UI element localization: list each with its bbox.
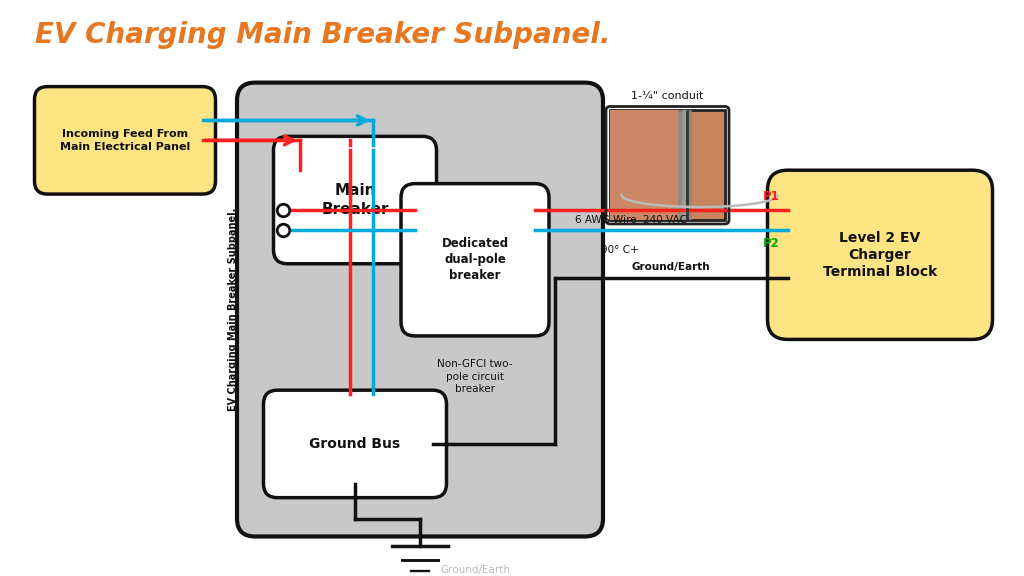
Text: P1: P1	[763, 190, 779, 203]
Text: Main
Breaker: Main Breaker	[322, 183, 389, 217]
Text: Ground/Earth: Ground/Earth	[440, 565, 510, 575]
Text: EV Charging Main Breaker Subpanel.: EV Charging Main Breaker Subpanel.	[35, 21, 610, 49]
Text: Non-GFCI two-
pole circuit
breaker: Non-GFCI two- pole circuit breaker	[437, 359, 513, 394]
Text: Dedicated
dual-pole
breaker: Dedicated dual-pole breaker	[441, 237, 509, 282]
FancyBboxPatch shape	[768, 170, 992, 339]
Text: 6 AWG Wire  240 VAC: 6 AWG Wire 240 VAC	[575, 215, 687, 225]
Text: Level 2 EV
Charger
Terminal Block: Level 2 EV Charger Terminal Block	[823, 230, 937, 279]
Text: P2: P2	[763, 237, 779, 250]
FancyBboxPatch shape	[610, 111, 679, 220]
FancyBboxPatch shape	[610, 111, 725, 220]
FancyBboxPatch shape	[35, 86, 215, 194]
FancyBboxPatch shape	[401, 184, 549, 336]
Text: Ground/Earth: Ground/Earth	[632, 262, 711, 272]
FancyBboxPatch shape	[263, 390, 446, 498]
FancyBboxPatch shape	[273, 137, 436, 264]
Text: Ground Bus: Ground Bus	[309, 437, 400, 451]
Text: EV Charging Main Breaker Subpanel.: EV Charging Main Breaker Subpanel.	[228, 208, 238, 411]
Text: Incoming Feed From
Main Electrical Panel: Incoming Feed From Main Electrical Panel	[59, 129, 190, 151]
FancyBboxPatch shape	[237, 82, 603, 536]
Text: 1-¼" conduit: 1-¼" conduit	[632, 90, 703, 101]
Text: 90° C+: 90° C+	[601, 245, 639, 255]
